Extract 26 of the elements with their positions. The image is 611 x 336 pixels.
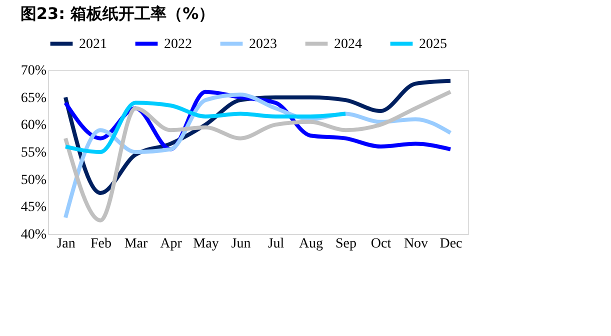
y-tick-label: 45% xyxy=(20,200,47,216)
y-tick-label: 50% xyxy=(20,172,47,188)
y-tick-label: 65% xyxy=(20,90,47,106)
x-tick-label: Oct xyxy=(370,236,392,252)
x-tick-label: Jan xyxy=(56,236,76,252)
y-tick-label: 40% xyxy=(20,228,47,242)
legend-label: 2023 xyxy=(249,36,277,52)
x-tick-label: Dec xyxy=(440,236,462,252)
x-tick-label: Feb xyxy=(90,236,112,252)
legend-label: 2024 xyxy=(334,36,362,52)
x-tick-label: Aug xyxy=(298,236,324,252)
x-tick-label: Apr xyxy=(160,236,182,252)
x-tick-label: Jun xyxy=(231,236,251,252)
x-tick-label: Nov xyxy=(404,236,428,252)
legend-label: 2021 xyxy=(79,36,107,52)
x-tick-label: May xyxy=(193,236,219,252)
x-tick-label: Jul xyxy=(268,236,284,252)
legend-label: 2022 xyxy=(164,36,192,52)
x-tick-label: Sep xyxy=(336,236,356,252)
y-tick-label: 60% xyxy=(20,118,47,134)
line-series xyxy=(64,100,348,154)
y-tick-label: 70% xyxy=(20,64,47,78)
x-tick-label: Mar xyxy=(124,236,148,252)
chart-title: 图23: 箱板纸开工率（%） xyxy=(20,4,215,23)
y-tick-label: 55% xyxy=(20,146,47,160)
legend-label: 2025 xyxy=(419,36,447,52)
